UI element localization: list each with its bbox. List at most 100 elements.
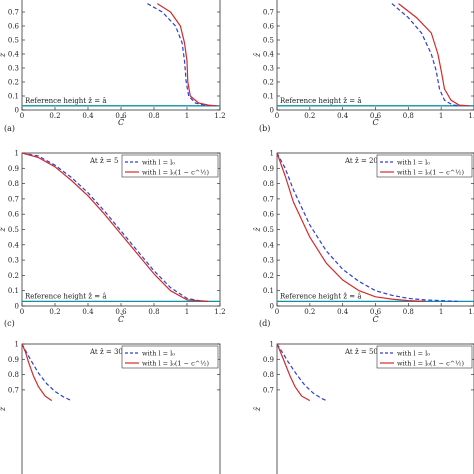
y-tick-label: 0.3 bbox=[8, 257, 19, 265]
y-tick-label: 0.3 bbox=[263, 257, 274, 265]
x-tick-label: 0.8 bbox=[148, 308, 159, 316]
panel-d: 0 0.1 0.2 0.3 0.4 0.5 0.6 0.7 0.8 0.9 1 0 0.2 0.4 0.6 0… bbox=[253, 150, 474, 328]
y-tick-label: 0.3 bbox=[263, 65, 274, 73]
y-tick-label: 0.7 bbox=[263, 9, 274, 17]
y-tick-label: 0.8 bbox=[8, 180, 19, 188]
y-axis-label: ẑ bbox=[253, 406, 262, 412]
x-tick-label: 0.4 bbox=[82, 308, 94, 316]
series-line-l0-variable bbox=[22, 344, 53, 402]
series-line-l0 bbox=[147, 3, 212, 107]
y-tick-label: 0.6 bbox=[8, 211, 20, 219]
x-tick-label: 0.4 bbox=[337, 308, 349, 316]
y-tick-label: 0.1 bbox=[8, 93, 19, 101]
x-tick-label: 1 bbox=[185, 308, 189, 316]
y-tick-label: 0.9 bbox=[263, 356, 274, 364]
legend-entry: with l = l₀ bbox=[142, 349, 175, 357]
legend-entry: with l = l₀ bbox=[142, 158, 175, 166]
x-tick-label: 1.2 bbox=[468, 112, 474, 120]
y-axis-label: ẑ bbox=[0, 406, 7, 412]
y-tick-label: 0.5 bbox=[263, 37, 274, 45]
x-tick-label: 1 bbox=[185, 112, 189, 120]
legend-box bbox=[376, 345, 473, 369]
series-line-l0-variable bbox=[156, 3, 217, 107]
panel-c: 0 0.1 0.2 0.3 0.4 0.5 0.6 0.7 0.8 0.9 1 0 0.2 0.4 0.6 0… bbox=[0, 150, 226, 329]
y-tick-label: 0.2 bbox=[8, 79, 19, 87]
y-tick-label: 0.2 bbox=[8, 272, 19, 280]
panel-letter: (c) bbox=[4, 319, 15, 328]
legend: with l = l₀ with l = l₀(1 − c^½) bbox=[376, 154, 473, 178]
y-axis-label: ẑ bbox=[253, 227, 262, 233]
y-tick-label: 1 bbox=[270, 150, 274, 158]
y-tick-label: 0.6 bbox=[263, 23, 275, 31]
legend-box bbox=[376, 154, 473, 178]
x-tick-label: 0.6 bbox=[115, 112, 127, 120]
x-tick-label: 0.8 bbox=[403, 308, 414, 316]
x-tick-label: 0.6 bbox=[370, 308, 382, 316]
y-tick-label: 0.7 bbox=[8, 386, 19, 394]
series-line-l0-variable bbox=[22, 153, 209, 302]
y-tick-label: 0.4 bbox=[8, 51, 20, 59]
y-tick-label: 0.5 bbox=[8, 37, 19, 45]
x-tick-label: 0 bbox=[20, 308, 24, 316]
panel-letter: (a) bbox=[4, 124, 15, 133]
y-tick-label: 0.1 bbox=[8, 287, 19, 295]
panel-annotation: At ẑ = 50 bbox=[344, 348, 378, 356]
x-tick-label: 0 bbox=[275, 308, 279, 316]
y-tick-label: 0.1 bbox=[263, 93, 274, 101]
y-tick-label: 0.5 bbox=[8, 226, 19, 234]
y-tick-label: 0.7 bbox=[8, 195, 19, 203]
y-tick-label: 0.6 bbox=[263, 211, 275, 219]
series-line-l0 bbox=[391, 3, 461, 107]
plot-area bbox=[22, 3, 220, 107]
legend-entry: with l = l₀(1 − c^½) bbox=[142, 168, 209, 176]
series-line-l0 bbox=[277, 153, 458, 302]
x-tick-label: 1 bbox=[439, 308, 443, 316]
panel-b: 0 0.1 0.2 0.3 0.4 0.5 0.6 0.7 0 0.2 0.4 0.6 0.8 1 1.2 ẑ… bbox=[253, 0, 474, 133]
x-tick-label: 1.2 bbox=[468, 308, 474, 316]
y-tick-label: 0.2 bbox=[263, 79, 274, 87]
y-tick-label: 0 bbox=[270, 107, 274, 115]
x-tick-label: 1.2 bbox=[214, 112, 225, 120]
panel-annotation: At ẑ = 30 bbox=[89, 348, 123, 356]
legend-entry: with l = l₀(1 − c^½) bbox=[397, 359, 464, 367]
series-line-l0-variable bbox=[398, 3, 470, 107]
y-tick-label: 0.9 bbox=[263, 165, 274, 173]
legend: with l = l₀ with l = l₀(1 − c^½) bbox=[121, 154, 219, 178]
series-line-l0-variable bbox=[277, 153, 425, 302]
legend-entry: with l = l₀(1 − c^½) bbox=[142, 359, 209, 367]
y-axis-label: ẑ bbox=[0, 52, 7, 58]
y-tick-label: 0.3 bbox=[8, 65, 19, 73]
x-axis-label: Ĉ bbox=[372, 315, 378, 324]
plot-area bbox=[22, 153, 220, 303]
y-tick-label: 0.8 bbox=[8, 371, 19, 379]
panel-annotation: At ẑ = 20 bbox=[344, 157, 378, 165]
panel-letter: (d) bbox=[259, 319, 270, 328]
plot-area bbox=[277, 344, 327, 402]
y-tick-label: 1 bbox=[15, 150, 19, 158]
y-tick-label: 0.4 bbox=[8, 241, 20, 249]
series-line-l0 bbox=[22, 344, 72, 402]
y-tick-label: 0.9 bbox=[8, 165, 19, 173]
x-axis-label: Ĉ bbox=[118, 118, 124, 127]
x-tick-label: 0.8 bbox=[403, 112, 414, 120]
x-tick-label: 0.6 bbox=[370, 112, 382, 120]
x-tick-label: 0.4 bbox=[82, 112, 94, 120]
x-tick-label: 0.2 bbox=[49, 112, 60, 120]
y-tick-label: 0.6 bbox=[8, 23, 20, 31]
x-tick-label: 1.2 bbox=[214, 308, 225, 316]
legend-entry: with l = l₀ bbox=[397, 158, 430, 166]
axes-frame bbox=[21, 343, 221, 474]
x-tick-label: 0.6 bbox=[115, 308, 127, 316]
x-axis-label: Ĉ bbox=[118, 315, 124, 324]
y-tick-label: 0.2 bbox=[263, 272, 274, 280]
x-axis-label: Ĉ bbox=[372, 118, 378, 127]
reference-label: Reference height ẑ = â bbox=[280, 97, 362, 105]
plot-area bbox=[277, 3, 474, 107]
y-tick-label: 0.5 bbox=[263, 226, 274, 234]
x-tick-label: 0 bbox=[275, 112, 279, 120]
reference-label: Reference height ẑ = â bbox=[25, 292, 107, 300]
legend-entry: with l = l₀ bbox=[397, 349, 430, 357]
y-tick-label: 0.8 bbox=[263, 371, 274, 379]
plot-area bbox=[277, 153, 474, 303]
